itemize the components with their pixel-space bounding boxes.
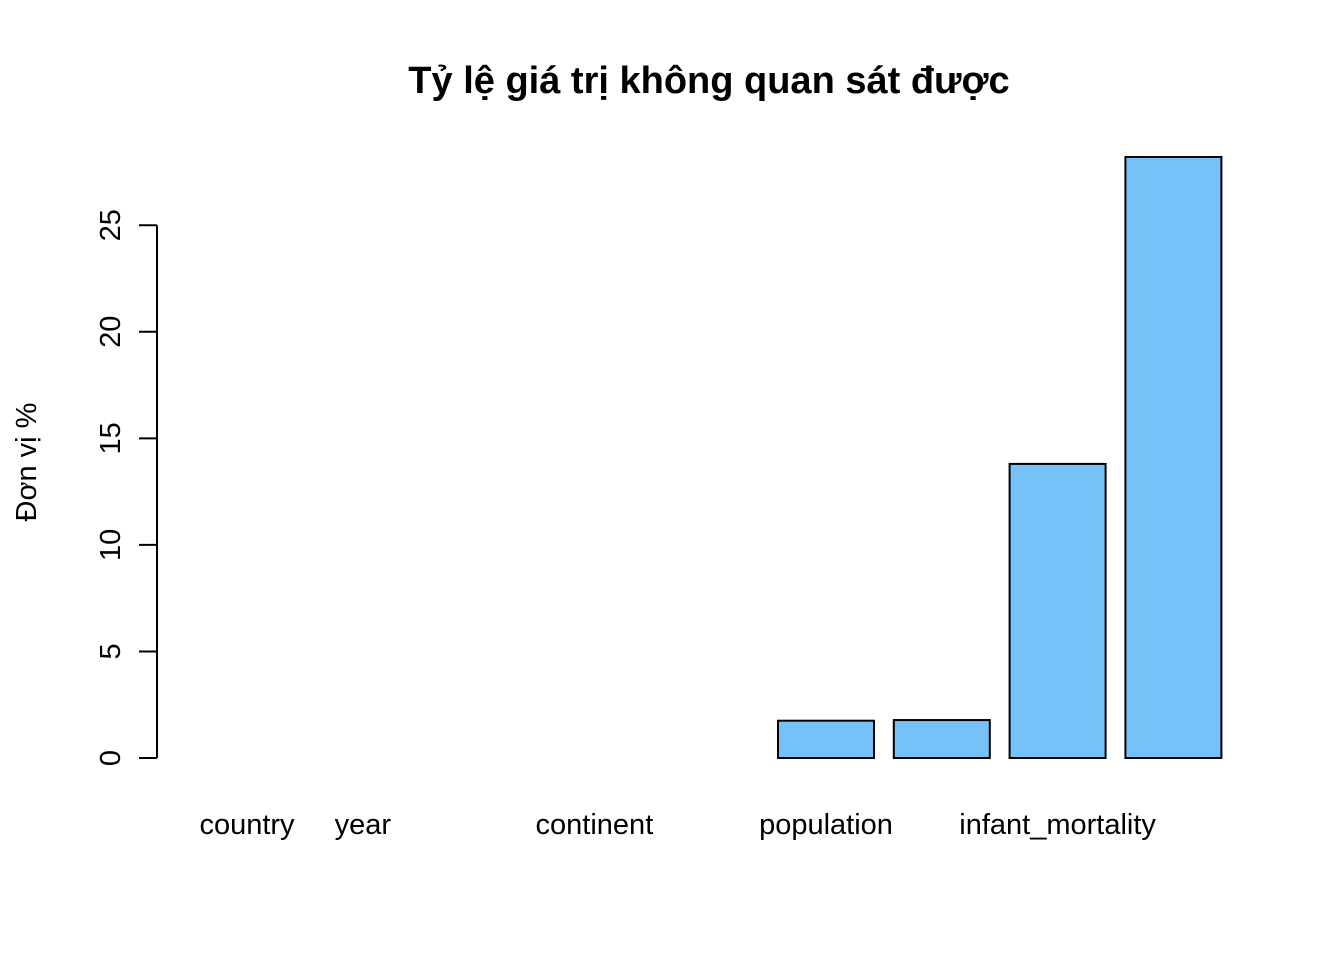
bar-unlabeled-8 xyxy=(1124,156,1223,759)
y-tick-label: 5 xyxy=(95,643,127,659)
x-tick-label: infant_mortality xyxy=(959,809,1156,841)
y-tick-label: 0 xyxy=(95,750,127,766)
x-tick-label: country xyxy=(199,809,295,841)
bar-unlabeled-6 xyxy=(892,719,991,759)
y-tick-label: 25 xyxy=(95,209,127,241)
x-tick-label: population xyxy=(759,809,893,841)
y-axis: 0 5 10 15 20 25 xyxy=(95,209,158,766)
y-tick-label: 15 xyxy=(95,422,127,454)
chart-title: Tỷ lệ giá trị không quan sát được xyxy=(408,60,1009,102)
bar-infant_mortality xyxy=(1008,462,1107,759)
x-tick-label: year xyxy=(335,809,392,841)
x-tick-label: continent xyxy=(536,809,654,841)
y-tick-label: 10 xyxy=(95,529,127,561)
y-axis-label: Đơn vị % xyxy=(11,403,43,522)
y-tick-label: 20 xyxy=(95,316,127,348)
bar-population xyxy=(777,719,875,760)
x-axis-labels: country year continent population infant_mor… xyxy=(199,809,1156,841)
bars xyxy=(777,156,1223,760)
